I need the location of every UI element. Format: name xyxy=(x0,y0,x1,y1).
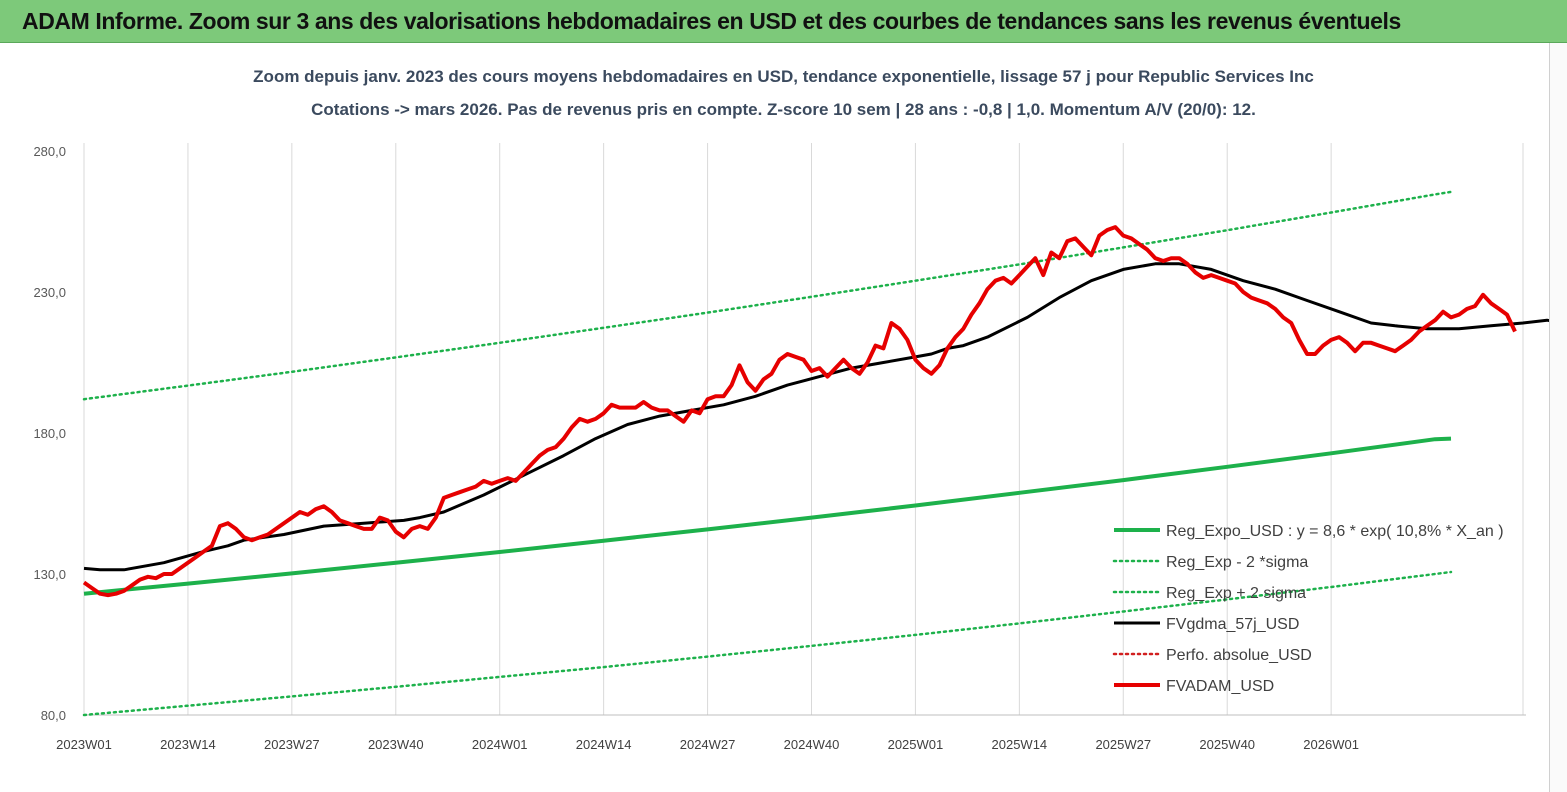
series-line-2 xyxy=(82,190,1453,401)
series-line-5 xyxy=(82,225,1517,598)
x-tick-label: 2023W40 xyxy=(368,737,424,752)
chart-area: Zoom depuis janv. 2023 des cours moyens … xyxy=(0,43,1567,792)
chart-title-line1: Zoom depuis janv. 2023 des cours moyens … xyxy=(253,67,1314,86)
banner-title: ADAM Informe. Zoom sur 3 ans des valoris… xyxy=(22,8,1401,34)
y-tick-label: 180,0 xyxy=(33,426,66,441)
chart-title-line2: Cotations -> mars 2026. Pas de revenus p… xyxy=(311,100,1256,119)
window-edge xyxy=(1549,43,1567,792)
series-line-1 xyxy=(82,570,1453,717)
y-tick-label: 130,0 xyxy=(33,567,66,582)
y-tick-label: 230,0 xyxy=(33,285,66,300)
chart-svg: 80,0 130,0 180,0 230,0 280,0 2023W01 2023W14 20… xyxy=(33,143,1567,752)
x-tick-label: 2025W40 xyxy=(1199,737,1255,752)
x-tick-label: 2023W01 xyxy=(56,737,112,752)
legend-label: Reg_Exp - 2 *sigma xyxy=(1166,554,1308,571)
report-banner: ADAM Informe. Zoom sur 3 ans des valoris… xyxy=(0,0,1567,43)
x-tick-label: 2025W27 xyxy=(1095,737,1151,752)
legend-label: FVgdma_57j_USD xyxy=(1166,616,1299,633)
x-tick-label: 2024W14 xyxy=(576,737,632,752)
x-tick-label: 2025W01 xyxy=(888,737,944,752)
x-tick-label: 2026W01 xyxy=(1303,737,1359,752)
legend-label: Reg_Expo_USD : y = 8,6 * exp( 10,8% * X_… xyxy=(1166,523,1504,540)
legend-label: Reg_Exp + 2 sigma xyxy=(1166,585,1306,602)
y-tick-label: 280,0 xyxy=(33,144,66,159)
series-line-0 xyxy=(83,436,1452,596)
x-tick-label: 2024W27 xyxy=(680,737,736,752)
x-tick-label: 2024W40 xyxy=(784,737,840,752)
x-tick-label: 2023W27 xyxy=(264,737,320,752)
x-tick-label: 2023W14 xyxy=(160,737,216,752)
x-tick-label: 2025W14 xyxy=(992,737,1048,752)
legend-label: FVADAM_USD xyxy=(1166,678,1274,695)
x-tick-label: 2024W01 xyxy=(472,737,528,752)
y-tick-label: 80,0 xyxy=(41,708,66,723)
series-line-3 xyxy=(83,262,1567,572)
legend-label: Perfo. absolue_USD xyxy=(1166,647,1312,664)
